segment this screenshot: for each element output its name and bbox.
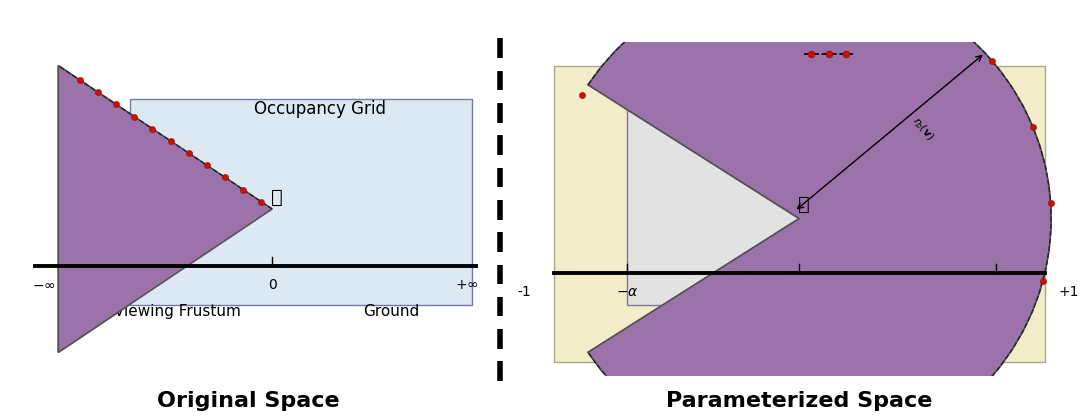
Text: +1: +1 bbox=[1059, 285, 1079, 299]
Text: 📷: 📷 bbox=[271, 188, 283, 206]
Text: $-\infty$: $-\infty$ bbox=[32, 278, 56, 292]
Text: Occupancy Grid: Occupancy Grid bbox=[807, 102, 939, 120]
Text: -1: -1 bbox=[517, 285, 531, 299]
Text: Viewing Frustum: Viewing Frustum bbox=[113, 304, 241, 319]
Text: Viewing Frustum: Viewing Frustum bbox=[662, 309, 789, 324]
Text: 0: 0 bbox=[268, 278, 276, 292]
Polygon shape bbox=[58, 66, 272, 352]
Text: Occupancy Grid: Occupancy Grid bbox=[254, 99, 386, 118]
Text: $+\alpha$: $+\alpha$ bbox=[984, 285, 1007, 299]
Text: 📷: 📷 bbox=[798, 195, 810, 214]
Text: Original Space: Original Space bbox=[157, 390, 340, 410]
Text: Ground: Ground bbox=[918, 309, 974, 324]
Text: Ground: Ground bbox=[363, 304, 419, 319]
Bar bbox=[130, 99, 472, 305]
Bar bbox=[554, 66, 1044, 362]
Text: $-\alpha$: $-\alpha$ bbox=[616, 285, 638, 299]
Bar bbox=[627, 99, 996, 305]
Polygon shape bbox=[58, 66, 272, 352]
Polygon shape bbox=[589, 0, 1051, 418]
Text: Parameterized Space: Parameterized Space bbox=[666, 390, 932, 410]
Text: $r_b(\mathbf{v})$: $r_b(\mathbf{v})$ bbox=[909, 114, 937, 143]
Text: 0: 0 bbox=[795, 285, 804, 299]
Text: Sampled points: Sampled points bbox=[863, 46, 982, 61]
Polygon shape bbox=[589, 0, 1051, 418]
Text: $+\infty$: $+\infty$ bbox=[455, 278, 478, 292]
